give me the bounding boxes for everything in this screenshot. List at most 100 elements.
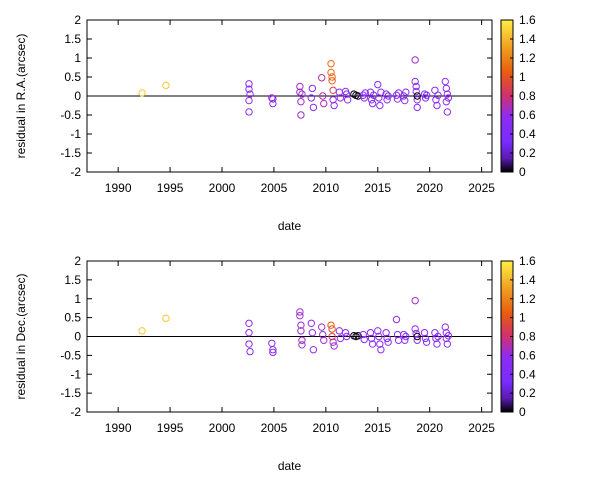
data-point bbox=[377, 88, 385, 96]
data-point bbox=[433, 340, 441, 348]
data-point bbox=[328, 332, 336, 341]
data-point bbox=[443, 108, 452, 116]
y-tick-label: -1 bbox=[70, 127, 81, 141]
data-point bbox=[413, 92, 421, 100]
x-tick-label: 1990 bbox=[105, 181, 132, 195]
data-point bbox=[336, 94, 345, 102]
data-point bbox=[442, 98, 451, 106]
data-point bbox=[401, 336, 409, 344]
data-point bbox=[433, 101, 441, 110]
data-point bbox=[411, 77, 419, 86]
data-point bbox=[317, 323, 326, 331]
colorbar-tick-label: 0.2 bbox=[519, 386, 536, 400]
data-point bbox=[413, 103, 421, 112]
data-point bbox=[383, 96, 391, 104]
data-point bbox=[296, 82, 304, 91]
data-point bbox=[297, 111, 305, 119]
data-point bbox=[309, 103, 318, 112]
data-point bbox=[413, 332, 421, 341]
data-point bbox=[432, 96, 440, 104]
data-point bbox=[392, 315, 401, 324]
x-tick-label: 2010 bbox=[312, 421, 339, 435]
data-point bbox=[330, 342, 338, 350]
data-point bbox=[268, 339, 276, 347]
y-tick-label: -0.5 bbox=[60, 108, 81, 122]
x-tick-label: 2000 bbox=[209, 181, 236, 195]
y-tick-label: -1 bbox=[70, 367, 81, 381]
data-point bbox=[443, 340, 452, 348]
data-point bbox=[328, 73, 336, 81]
data-point bbox=[342, 332, 351, 341]
data-point bbox=[413, 336, 421, 344]
data-point bbox=[392, 91, 401, 99]
data-point bbox=[382, 329, 390, 337]
data-point bbox=[268, 94, 276, 102]
data-point bbox=[269, 95, 277, 103]
data-point bbox=[330, 101, 338, 110]
y-tick-label: -2 bbox=[70, 165, 81, 179]
y-tick-label: -2 bbox=[70, 405, 81, 419]
data-point bbox=[412, 329, 420, 338]
data-point bbox=[412, 87, 420, 96]
data-point bbox=[341, 329, 350, 337]
data-point bbox=[328, 325, 336, 333]
data-point bbox=[443, 90, 452, 98]
y-tick-label: 2 bbox=[74, 13, 81, 27]
colorbar-tick-label: 1.4 bbox=[519, 273, 536, 287]
colorbar: 0 0.2 0.4 0.6 0.8 1 1.2 1.4 1.6 bbox=[500, 13, 536, 179]
data-point bbox=[361, 89, 370, 97]
y-axis-label: residual in Dec.(arcsec) bbox=[14, 273, 28, 399]
colorbar-tick-label: 0.6 bbox=[519, 348, 536, 362]
data-point bbox=[444, 332, 453, 340]
colorbar-tick-label: 0.4 bbox=[519, 367, 536, 381]
data-point bbox=[162, 314, 170, 323]
data-point bbox=[368, 99, 377, 108]
data-point bbox=[442, 84, 451, 93]
data-point bbox=[162, 81, 170, 90]
data-point bbox=[307, 319, 316, 327]
y-axis-label: residual in R.A.(arcsec) bbox=[14, 34, 28, 159]
x-tick-label: 2010 bbox=[312, 181, 339, 195]
colorbar-tick-label: 0 bbox=[519, 405, 526, 419]
data-point bbox=[246, 90, 254, 98]
colorbar-tick-label: 1.2 bbox=[519, 292, 536, 306]
data-point bbox=[374, 80, 382, 89]
data-point bbox=[246, 347, 254, 356]
x-tick-label: 2015 bbox=[364, 181, 391, 195]
data-point bbox=[383, 334, 391, 343]
data-point bbox=[384, 338, 392, 346]
data-point bbox=[269, 348, 277, 357]
data-point bbox=[411, 56, 419, 64]
data-point bbox=[422, 91, 431, 99]
data-point bbox=[441, 323, 449, 331]
y-tick-label: 1 bbox=[74, 292, 81, 306]
y-tick-label: 1.5 bbox=[64, 273, 81, 287]
data-point bbox=[317, 74, 326, 82]
data-point bbox=[382, 90, 390, 98]
data-point bbox=[328, 77, 336, 85]
data-point bbox=[327, 321, 335, 329]
data-point bbox=[367, 334, 376, 343]
x-tick-label: 1990 bbox=[105, 421, 132, 435]
data-point bbox=[245, 340, 253, 348]
data-point bbox=[296, 88, 304, 96]
data-point bbox=[329, 338, 337, 346]
chart-panel-2: -2 -1.5 -1 -0.5 0 0.5 1 1.5 2 1990 1995 2000 2005 201… bbox=[14, 254, 536, 473]
data-point bbox=[327, 60, 335, 68]
colorbar-tick-label: 0.2 bbox=[519, 146, 536, 160]
data-point bbox=[420, 329, 429, 337]
y-tick-label: 0 bbox=[74, 89, 81, 103]
x-axis-label: date bbox=[278, 459, 302, 473]
data-point bbox=[298, 90, 306, 98]
data-point bbox=[377, 346, 385, 354]
data-point bbox=[354, 332, 362, 340]
data-point bbox=[245, 96, 253, 105]
data-point bbox=[308, 84, 317, 93]
y-tick-label: 1.5 bbox=[64, 32, 81, 46]
data-point bbox=[297, 321, 305, 329]
data-point bbox=[368, 340, 377, 348]
data-point bbox=[269, 99, 277, 108]
data-point bbox=[319, 330, 327, 339]
colorbar-tick-label: 1.6 bbox=[519, 254, 536, 268]
